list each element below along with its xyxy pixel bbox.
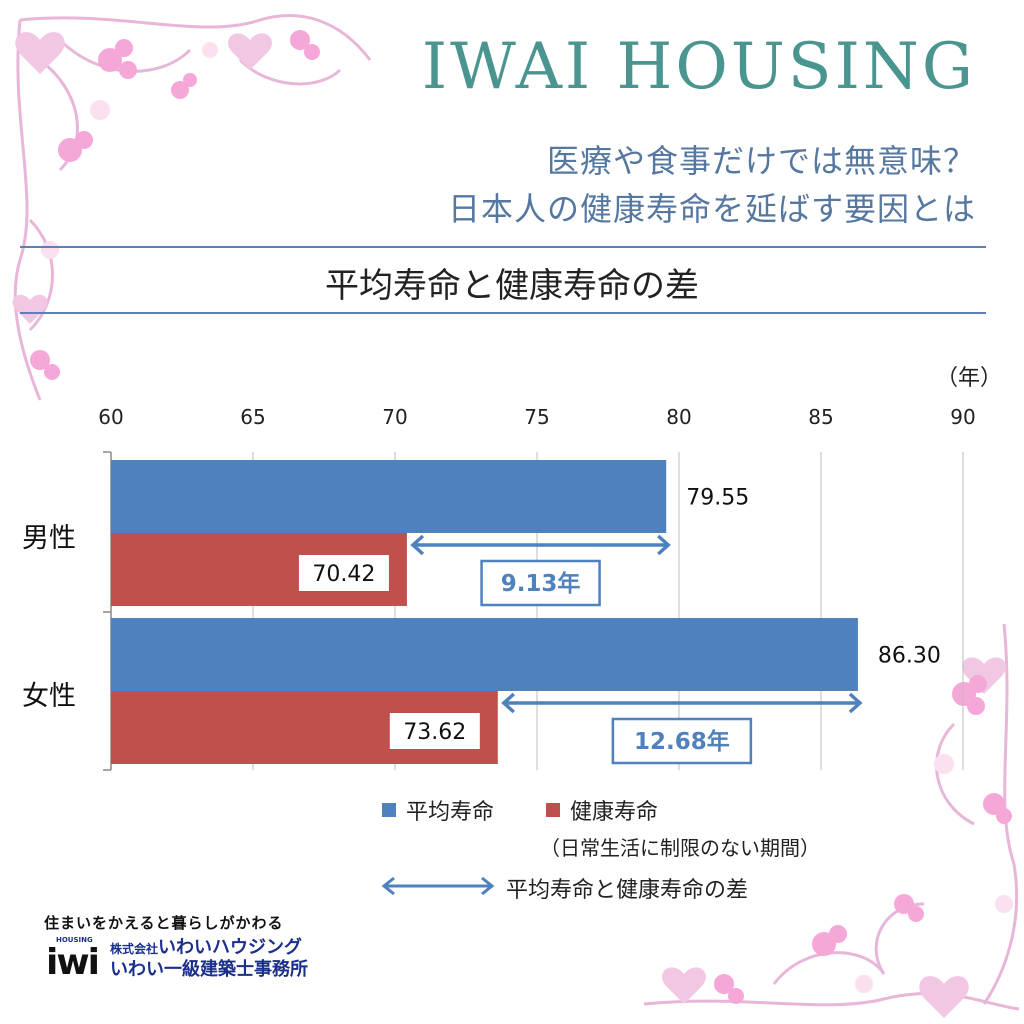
company-prefix: 株式会社 <box>110 942 159 956</box>
x-tick-label: 75 <box>524 405 549 429</box>
difference-label: 12.68年 <box>634 728 730 755</box>
x-tick-label: 65 <box>240 405 265 429</box>
logo-text: iwi <box>46 941 100 983</box>
legend-average-swatch <box>382 803 396 817</box>
divider-bottom <box>20 312 986 314</box>
difference-label-box <box>480 559 601 607</box>
x-tick-label: 90 <box>950 405 975 429</box>
difference-arrow-head-left <box>501 692 515 714</box>
difference-arrow-head-right <box>848 692 863 714</box>
legend-healthy-label: 健康寿命 <box>570 800 659 825</box>
headline-line-2: 日本人の健康寿命を延ばす要因とは <box>447 190 976 228</box>
x-tick-label: 70 <box>382 405 407 429</box>
difference-arrow-head-left <box>410 534 425 556</box>
chart-title: 平均寿命と健康寿命の差 <box>325 266 699 306</box>
difference-label-box <box>611 717 753 765</box>
office-name: いわい一級建築士事務所 <box>110 958 308 980</box>
bar-average <box>111 460 667 533</box>
company-tagline: 住まいをかえると暮らしがかわる <box>44 914 284 932</box>
difference-arrow-head-right <box>657 534 671 556</box>
legend-healthy: 健康寿命 <box>546 794 658 826</box>
bar-average <box>111 618 858 691</box>
headline-line-1: 医療や食事だけでは無意味？ <box>546 142 976 180</box>
x-tick-label: 80 <box>666 405 691 429</box>
company-name: いわいハウジング <box>158 937 303 958</box>
legend-average: 平均寿命 <box>382 794 494 826</box>
legend-average-label: 平均寿命 <box>406 800 495 825</box>
difference-label: 9.13年 <box>501 570 581 597</box>
category-label: 女性 <box>22 681 76 712</box>
divider-top <box>20 246 986 248</box>
x-tick-label: 85 <box>808 405 833 429</box>
brand-title: IWAI HOUSING <box>421 30 976 104</box>
logo-small-text: HOUSING <box>56 935 93 944</box>
company-logo: HOUSING iwi <box>44 935 102 983</box>
legend-healthy-swatch <box>546 803 560 817</box>
data-label-box <box>389 713 480 749</box>
legend-arrow-label: 平均寿命と健康寿命の差 <box>506 878 749 903</box>
data-label-box <box>298 555 389 591</box>
data-label-average: 86.30 <box>878 644 941 669</box>
legend-healthy-note: （日常生活に制限のない期間） <box>540 836 820 860</box>
data-label-average: 79.55 <box>686 486 749 511</box>
category-label: 男性 <box>22 523 76 554</box>
data-label-healthy: 70.42 <box>312 562 375 587</box>
x-tick-label: 60 <box>98 405 123 429</box>
company-footer: 住まいをかえると暮らしがかわる HOUSING iwi 株式会社いわいハウジング… <box>44 912 308 983</box>
data-label-healthy: 73.62 <box>403 720 466 745</box>
axis-unit-label: （年） <box>936 366 1003 391</box>
